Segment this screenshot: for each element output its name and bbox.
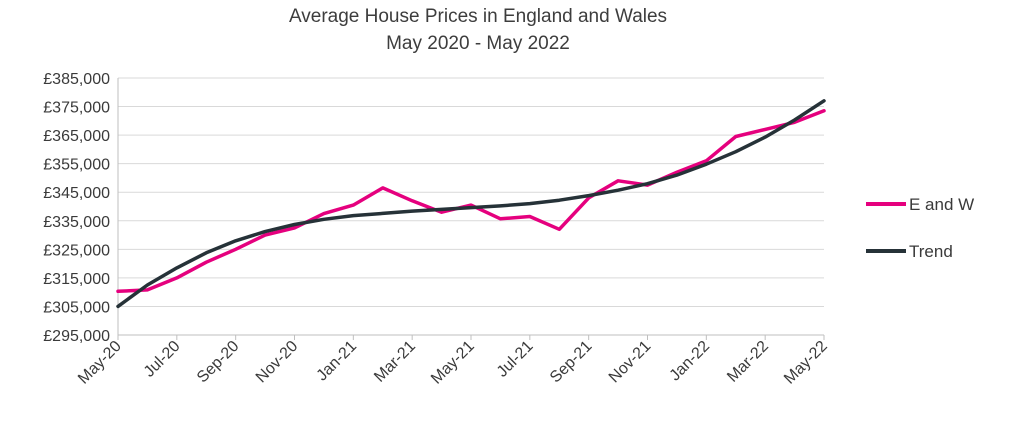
y-tick-label: £305,000 [43,299,110,316]
y-tick-label: £345,000 [43,185,110,202]
x-tick-label: Jul-20 [141,338,184,381]
x-tick-label: Jan-22 [667,338,714,385]
x-tick-label: Mar-21 [371,338,419,386]
y-tick-label: £375,000 [43,100,110,117]
x-tick-label: Nov-21 [606,338,655,387]
y-tick-label: £335,000 [43,214,110,231]
y-tick-label: £385,000 [43,71,110,88]
x-tick-label: Jul-21 [494,338,537,381]
legend-label: E and W [909,195,974,214]
series-line-e-and-w [116,109,826,294]
y-tick-label: £365,000 [43,128,110,145]
x-tick-label: Mar-22 [724,338,772,386]
legend-label: Trend [909,242,953,261]
y-tick-label: £355,000 [43,157,110,174]
x-tick-label: Nov-20 [253,338,302,387]
chart-title: Average House Prices in England and Wale… [288,6,668,27]
x-tick-label: May-21 [428,338,478,388]
x-tick-label: May-20 [75,338,125,388]
y-tick-label: £315,000 [43,271,110,288]
y-tick-label: £325,000 [43,242,110,259]
x-tick-label: Jan-21 [314,338,361,385]
x-tick-label: May-22 [781,338,831,388]
y-tick-label: £295,000 [43,328,110,345]
series-line-trend [116,99,826,309]
x-tick-label: Sep-20 [194,338,243,387]
x-tick-label: Sep-21 [547,338,596,387]
chart-subtitle: May 2020 - May 2022 [386,33,570,54]
